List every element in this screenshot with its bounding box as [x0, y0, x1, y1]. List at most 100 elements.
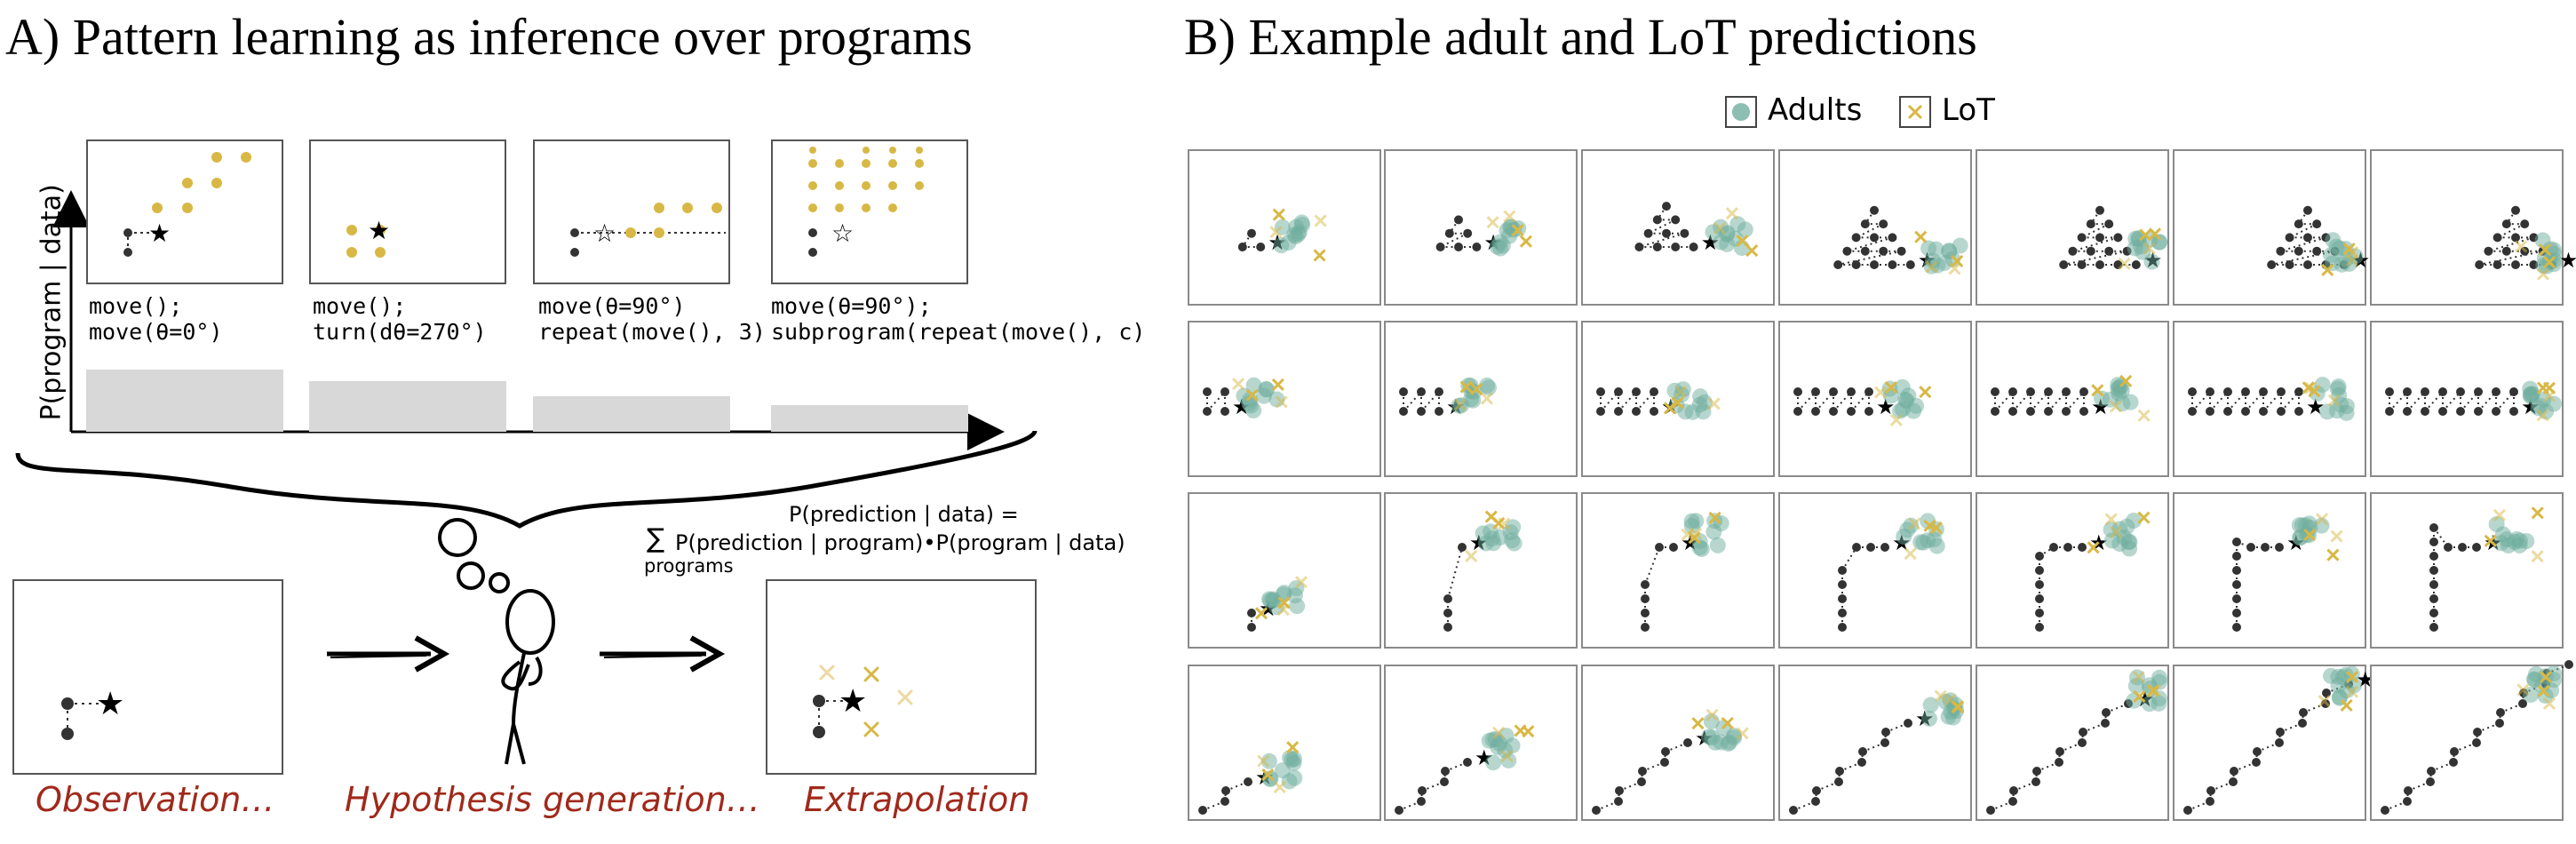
pattern-dot [2086, 246, 2095, 256]
pattern-dot [2059, 260, 2069, 269]
connector [2522, 692, 2524, 705]
lot-prediction [1745, 243, 1759, 258]
arrow-right-icon [600, 635, 726, 673]
adult-prediction [2130, 230, 2147, 247]
pattern-dot [1680, 228, 1690, 238]
lot-prediction [2321, 263, 2334, 277]
pattern-dot [1661, 747, 1670, 756]
connector [2289, 223, 2318, 239]
pattern-dot [1198, 806, 1207, 815]
lot-prediction [1480, 392, 1494, 405]
lot-prediction [2536, 409, 2549, 422]
pattern-dot [1870, 205, 1879, 215]
connector [2433, 527, 2449, 548]
pattern-dot [1857, 758, 1866, 767]
prediction-cell: ★ [1976, 492, 2169, 649]
lot-prediction [2110, 525, 2123, 539]
connector [1202, 800, 1226, 811]
pattern-dot [2429, 580, 2438, 589]
connector [1618, 790, 1620, 802]
lot-prediction [1681, 528, 1694, 541]
probability-bar [533, 396, 730, 432]
connector [1225, 781, 1249, 792]
connector [2453, 751, 2455, 763]
star-icon: ★ [368, 216, 390, 245]
lot-prediction [2493, 508, 2506, 522]
lot-prediction [2537, 684, 2550, 697]
prediction-cell: ★ [2370, 149, 2576, 306]
prediction-cell: ★ [1384, 665, 1578, 821]
pattern-dot [1632, 387, 1641, 396]
prediction-cell: ★ [2370, 321, 2564, 477]
lot-prediction [1908, 517, 1921, 530]
prediction-cell: ★ [1581, 321, 1775, 477]
lot-prediction [2137, 511, 2151, 524]
adult-prediction [1713, 234, 1729, 251]
pattern-dot [1435, 387, 1443, 396]
lot-prediction [2531, 506, 2544, 520]
panel-a-title: A) Pattern learning as inference over pr… [5, 8, 973, 66]
pattern-dot [2458, 543, 2467, 552]
connector [2232, 770, 2235, 783]
adult-prediction [2523, 686, 2540, 703]
pattern-dot [2232, 594, 2241, 603]
pattern-dot [1641, 623, 1650, 632]
pattern-dot [1417, 797, 1426, 806]
adult-prediction [1245, 402, 1262, 419]
legend: Adults LoT [1725, 92, 2045, 137]
adult-prediction [2318, 403, 2335, 420]
connector [2059, 742, 2083, 752]
lot-prediction [2542, 389, 2556, 402]
pattern-dot [2473, 728, 2482, 737]
observation-box: ★ [12, 579, 283, 775]
adult-prediction [1290, 226, 1307, 243]
pattern-dot [2095, 233, 2104, 243]
lot-prediction [2516, 683, 2530, 697]
pattern-dot [1247, 623, 1256, 632]
pattern-dot [2511, 233, 2520, 243]
pattern-dot [2427, 767, 2436, 776]
thought-bubble-icon [457, 561, 485, 590]
pattern-dot [2223, 407, 2232, 416]
pattern-dot [2035, 566, 2044, 575]
prediction-cell: ★ [1384, 149, 1578, 306]
pattern-dot [2426, 777, 2435, 786]
pattern-dot [1463, 228, 1473, 238]
lot-prediction [1674, 385, 1688, 398]
lot-prediction [1286, 741, 1300, 754]
pattern-dot [1463, 758, 1472, 767]
connector [2036, 761, 2060, 772]
adult-prediction [2527, 665, 2544, 682]
pattern-dot [1847, 387, 1856, 396]
adult-prediction [1485, 754, 1502, 771]
adult-prediction [1284, 752, 1300, 768]
legend-adults-label: Adults [1768, 92, 1863, 128]
pattern-dot [1634, 243, 1644, 251]
adult-prediction [1915, 534, 1932, 551]
lot-prediction [1314, 214, 1327, 227]
lot-prediction [2132, 670, 2145, 684]
pattern-dot [2276, 246, 2286, 256]
pattern-dot [1652, 215, 1662, 225]
pattern-dot [1851, 260, 1861, 269]
adult-prediction [1721, 734, 1738, 751]
pattern-dot [2456, 407, 2465, 416]
pattern-dot [2285, 233, 2294, 243]
pattern-dot [2188, 407, 2197, 416]
adult-prediction [1920, 240, 1937, 257]
lot-prediction [1736, 727, 1749, 740]
pattern-dot [2062, 407, 2071, 416]
lot-prediction [1269, 226, 1283, 239]
pattern-dot [2044, 387, 2053, 396]
pattern-dot [2232, 566, 2241, 575]
pattern-dot [2520, 219, 2530, 229]
pattern-dot [1641, 580, 1650, 589]
lot-prediction [1273, 781, 1286, 794]
pattern-dot [2403, 797, 2412, 806]
lot-prediction [2104, 513, 2118, 526]
connector [1595, 800, 1619, 811]
pattern-dot [2026, 387, 2035, 396]
lot-prediction [2148, 684, 2162, 697]
pattern-dot [2267, 260, 2277, 269]
lot-prediction [2119, 374, 2133, 388]
